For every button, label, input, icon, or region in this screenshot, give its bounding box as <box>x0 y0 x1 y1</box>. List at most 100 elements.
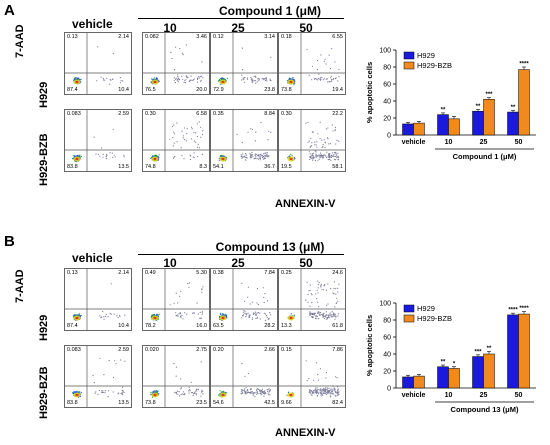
legend-swatch <box>403 304 415 313</box>
quadrant-value: 2.66 <box>264 347 275 353</box>
quadrant-value: 58.1 <box>332 164 343 170</box>
significance-label: ** <box>476 104 481 110</box>
bar <box>507 314 519 389</box>
bar <box>413 122 425 136</box>
quadrant-value: 0.15 <box>281 347 292 353</box>
bar <box>413 375 425 389</box>
y-axis-label: % apoptotic cells <box>365 315 374 376</box>
flow-plot: 0.30 22.2 19.5 58.1 <box>278 109 346 172</box>
quadrant-value: 23.8 <box>264 87 275 93</box>
y-tick-label: 100 <box>379 301 391 308</box>
significance-label: **** <box>519 306 529 312</box>
quadrant-value: 19.5 <box>281 164 292 170</box>
x-tick-label: 25 <box>480 392 488 399</box>
quadrant-value: 28.2 <box>264 323 275 329</box>
bar <box>483 99 495 136</box>
flow-plot: 0.38 7.84 63.5 28.2 <box>210 268 278 331</box>
legend-swatch <box>403 51 415 60</box>
dose-label: 50 <box>299 21 313 35</box>
legend-swatch <box>403 314 415 323</box>
significance-label: ** <box>441 107 446 113</box>
quadrant-value: 83.8 <box>67 164 78 170</box>
vehicle-label: vehicle <box>72 17 113 31</box>
panel-a: A 7-AAD vehicle Compound 1 (μM) 10 25 50… <box>0 0 550 222</box>
flow-plot: 0.13 2.14 87.4 10.4 <box>64 268 132 331</box>
y-tick-label: 0 <box>387 133 391 140</box>
flow-plot: 0.35 8.84 54.1 36.7 <box>210 109 278 172</box>
quadrant-value: 22.2 <box>332 111 343 117</box>
bar <box>483 353 495 389</box>
bar <box>472 356 484 389</box>
dose-label: 10 <box>163 256 177 270</box>
x-tick-label: 50 <box>515 139 523 146</box>
quadrant-value: 0.18 <box>281 34 292 40</box>
compound-title: Compound 13 (μM) <box>215 240 325 254</box>
row-label-h929-bzb: H929-BZB <box>38 133 50 186</box>
legend-swatch <box>403 61 415 70</box>
quadrant-value: 42.5 <box>264 400 275 406</box>
quadrant-value: 0.25 <box>281 270 292 276</box>
significance-label: ** <box>487 346 492 352</box>
quadrant-value: 13.3 <box>281 323 292 329</box>
quadrant-value: 2.14 <box>118 34 129 40</box>
vehicle-label: vehicle <box>72 251 113 265</box>
quadrant-value: 0.13 <box>67 34 78 40</box>
panel-letter: B <box>4 233 15 250</box>
legend-label: H929-BZB <box>417 314 452 323</box>
quadrant-value: 3.46 <box>196 34 207 40</box>
quadrant-value: 8.84 <box>264 111 275 117</box>
quadrant-value: 83.8 <box>67 400 78 406</box>
x-tick-label: vehicle <box>402 139 426 146</box>
panel-letter: A <box>4 2 15 19</box>
flow-plot: 0.20 2.66 54.6 42.5 <box>210 345 278 408</box>
bar <box>402 376 414 389</box>
legend-label: H929 <box>417 304 435 313</box>
flow-plot: 0.49 5.30 78.2 16.0 <box>142 268 210 331</box>
quadrant-value: 54.1 <box>213 164 224 170</box>
quadrant-value: 36.7 <box>264 164 275 170</box>
quadrant-value: 16.0 <box>196 323 207 329</box>
quadrant-value: 0.12 <box>213 34 224 40</box>
quadrant-value: 0.30 <box>281 111 292 117</box>
quadrant-value: 6.55 <box>332 34 343 40</box>
significance-label: *** <box>485 92 493 98</box>
significance-label: **** <box>508 308 518 314</box>
quadrant-value: 24.6 <box>332 270 343 276</box>
bar <box>507 111 519 136</box>
row-label-h929: H929 <box>38 314 50 341</box>
x-tick-label: 10 <box>445 392 453 399</box>
bar <box>518 69 530 136</box>
flow-plot: 0.020 2.75 73.8 23.5 <box>142 345 210 408</box>
bar <box>518 313 530 389</box>
quadrant-value: 0.35 <box>213 111 224 117</box>
quadrant-value: 73.8 <box>281 87 292 93</box>
quadrant-value: 5.30 <box>196 270 207 276</box>
quadrant-value: 8.3 <box>199 164 207 170</box>
quadrant-value: 87.4 <box>67 87 78 93</box>
quadrant-value: 0.38 <box>213 270 224 276</box>
x-axis-label-annexin: ANNEXIN-V <box>275 198 336 210</box>
x-axis-label: Compound 1 (μM) <box>453 152 517 161</box>
quadrant-value: 0.13 <box>67 270 78 276</box>
panel-b: B 7-AAD vehicle Compound 13 (μM) 10 25 5… <box>0 223 550 445</box>
quadrant-value: 13.5 <box>118 164 129 170</box>
x-tick-label: 25 <box>480 139 488 146</box>
bar <box>448 118 460 136</box>
bar <box>437 366 449 389</box>
quadrant-value: 87.4 <box>67 323 78 329</box>
quadrant-value: 19.4 <box>332 87 343 93</box>
bar <box>448 368 460 389</box>
legend-label: H929 <box>417 51 435 60</box>
significance-label: *** <box>474 349 482 355</box>
quadrant-value: 20.0 <box>196 87 207 93</box>
y-tick-label: 20 <box>383 116 391 123</box>
flow-plot: 0.15 7.86 9.66 82.4 <box>278 345 346 408</box>
quadrant-value: 0.49 <box>145 270 156 276</box>
significance-label: **** <box>519 62 529 68</box>
quadrant-value: 0.083 <box>67 111 81 117</box>
quadrant-value: 7.84 <box>264 270 275 276</box>
bar <box>437 114 449 136</box>
dose-label: 50 <box>299 256 313 270</box>
quadrant-value: 2.14 <box>118 270 129 276</box>
